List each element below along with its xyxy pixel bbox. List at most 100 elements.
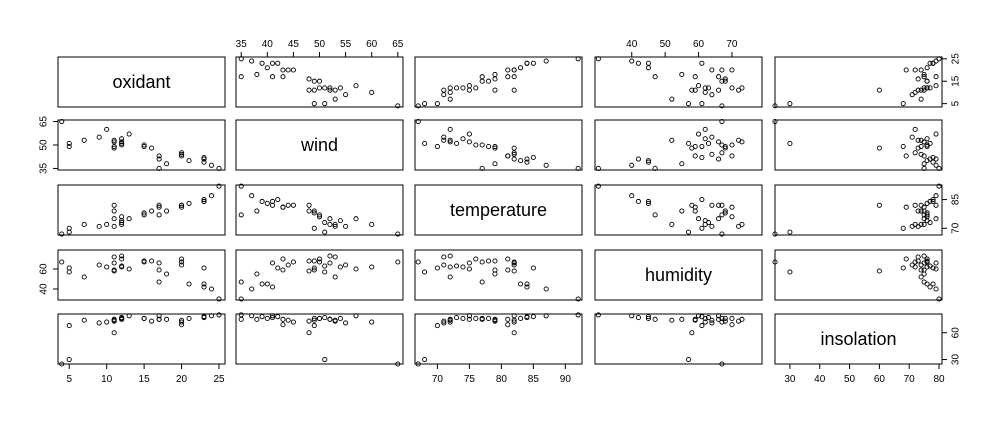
tick-label-wind-35: 35 (236, 39, 248, 50)
point-oxidant-wind-25 (369, 89, 375, 95)
point-humidity-wind-30 (395, 259, 401, 265)
point-humidity-oxidant-10 (156, 279, 162, 285)
point-insolation-oxidant-25 (104, 319, 110, 325)
point-humidity-wind-27 (332, 274, 338, 280)
point-humidity-oxidant-30 (59, 259, 65, 265)
point-humidity-temperature-5 (518, 281, 524, 287)
point-humidity-insolation-22 (921, 260, 927, 266)
point-temperature-wind-13 (306, 208, 312, 214)
side-tick-label-temperature-70: 70 (951, 222, 962, 234)
point-insolation-humidity-8 (729, 322, 735, 328)
point-wind-temperature-14 (486, 144, 492, 150)
point-oxidant-wind-4 (275, 60, 281, 66)
point-insolation-oxidant-12 (156, 316, 162, 322)
point-wind-temperature-5 (518, 158, 524, 164)
point-wind-temperature-0 (575, 165, 581, 171)
tick-label-wind-60: 60 (366, 39, 378, 50)
point-wind-insolation-24 (876, 145, 882, 151)
point-humidity-temperature-17 (460, 264, 466, 270)
tick-label-temperature-80: 80 (496, 374, 508, 385)
point-insolation-temperature-23 (492, 317, 498, 323)
point-insolation-oxidant-7 (179, 319, 185, 325)
point-wind-oxidant-14 (141, 144, 147, 150)
point-insolation-wind-8 (280, 322, 286, 328)
point-oxidant-temperature-19 (473, 85, 479, 91)
point-insolation-humidity-3 (635, 315, 641, 321)
point-oxidant-humidity-27 (669, 96, 675, 102)
point-temperature-insolation-27 (918, 221, 924, 228)
point-temperature-humidity-16 (695, 216, 702, 222)
point-insolation-wind-3 (269, 315, 276, 321)
tick-label-oxidant-10: 10 (101, 374, 113, 385)
point-oxidant-insolation-22 (921, 87, 927, 93)
point-oxidant-temperature-13 (492, 76, 498, 82)
point-insolation-temperature-26 (441, 320, 447, 326)
point-oxidant-wind-12 (280, 74, 286, 80)
point-temperature-humidity-0 (595, 183, 601, 189)
point-temperature-oxidant-26 (96, 223, 102, 229)
point-wind-oxidant-27 (81, 137, 87, 143)
point-temperature-humidity-10 (652, 212, 658, 218)
point-oxidant-wind-13 (306, 76, 312, 82)
point-insolation-temperature-19 (473, 315, 479, 322)
point-wind-temperature-9 (492, 161, 498, 167)
point-humidity-oxidant-8 (179, 256, 185, 262)
point-wind-humidity-22 (716, 139, 722, 145)
point-oxidant-temperature-4 (530, 60, 536, 66)
panel-oxidant-vs-insolation (774, 56, 943, 108)
point-humidity-wind-0 (238, 296, 244, 302)
point-wind-humidity-7 (719, 150, 725, 156)
point-humidity-wind-4 (275, 265, 281, 271)
panel-wind-vs-wind (235, 119, 404, 171)
point-insolation-oxidant-28 (66, 323, 72, 329)
tick-label-insolation-40: 40 (814, 374, 826, 385)
point-insolation-wind-2 (259, 314, 265, 320)
point-insolation-wind-13 (306, 318, 312, 324)
point-insolation-oxidant-20 (119, 316, 125, 322)
point-wind-temperature-3 (524, 156, 530, 162)
point-humidity-oxidant-25 (104, 264, 110, 270)
tick-label-oxidant-20: 20 (176, 374, 188, 385)
point-oxidant-wind-23 (311, 87, 317, 93)
point-wind-temperature-4 (530, 154, 536, 161)
point-temperature-wind-29 (322, 229, 328, 235)
point-wind-oxidant-1 (208, 162, 215, 168)
point-wind-temperature-18 (454, 140, 460, 146)
point-insolation-temperature-29 (422, 356, 428, 363)
point-insolation-temperature-22 (466, 316, 472, 322)
point-temperature-humidity-28 (699, 225, 705, 231)
point-temperature-humidity-2 (645, 198, 651, 205)
point-humidity-temperature-21 (441, 254, 447, 260)
tick-label-wind-40: 40 (262, 39, 274, 50)
tick-label-wind-45: 45 (288, 39, 300, 50)
point-temperature-oxidant-25 (104, 221, 110, 228)
variable-label-wind: wind (300, 135, 338, 155)
point-wind-oxidant-9 (164, 161, 170, 167)
tick-label-humidity-50: 50 (660, 39, 672, 50)
point-insolation-temperature-12 (505, 316, 511, 322)
point-insolation-humidity-0 (595, 312, 601, 318)
point-wind-humidity-1 (629, 162, 635, 168)
point-oxidant-temperature-26 (441, 92, 447, 98)
point-temperature-insolation-24 (876, 202, 882, 208)
point-humidity-wind-13 (306, 258, 312, 264)
point-humidity-oxidant-6 (179, 262, 185, 268)
point-wind-oxidant-5 (186, 158, 192, 164)
point-wind-oxidant-29 (66, 140, 72, 146)
point-oxidant-humidity-25 (702, 89, 708, 95)
point-oxidant-wind-24 (306, 87, 312, 93)
point-temperature-insolation-28 (900, 225, 906, 231)
tick-label-wind-65: 65 (392, 39, 404, 50)
point-wind-humidity-13 (722, 145, 728, 151)
point-oxidant-wind-7 (290, 67, 296, 73)
tick-label-wind-55: 55 (340, 39, 352, 50)
point-temperature-humidity-19 (729, 214, 735, 220)
point-temperature-wind-16 (353, 216, 359, 222)
point-humidity-temperature-20 (447, 253, 453, 259)
point-insolation-humidity-2 (645, 314, 651, 320)
point-wind-humidity-4 (699, 154, 705, 161)
point-humidity-oxidant-5 (186, 281, 192, 287)
point-temperature-oxidant-27 (81, 221, 87, 228)
point-insolation-oxidant-1 (208, 313, 215, 319)
